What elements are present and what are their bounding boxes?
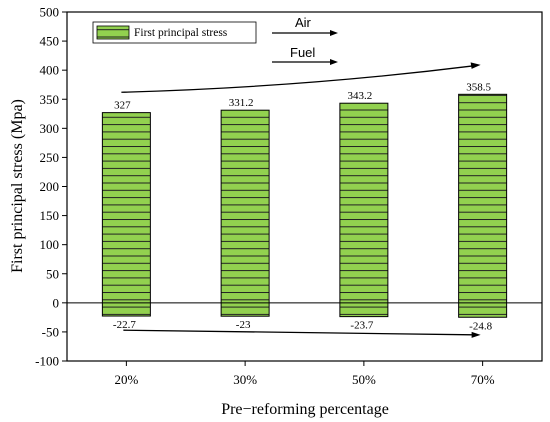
x-tick-label: 70% [471, 372, 495, 387]
fuel-arrow-head [330, 59, 338, 65]
bar-value-label: 331.2 [229, 97, 254, 109]
bar-negative-label: -23 [236, 319, 251, 331]
y-tick-label: 200 [40, 179, 60, 194]
trend-arrows [121, 62, 481, 338]
legend-label: First principal stress [134, 27, 228, 39]
bar-negative-label: -22.7 [113, 319, 136, 331]
bar-value-label: 327 [114, 100, 131, 112]
y-tick-label: 300 [40, 121, 60, 136]
x-tick-label: 30% [233, 372, 257, 387]
y-tick-label: -100 [35, 354, 59, 369]
upper-trend-arrow [121, 65, 473, 93]
y-tick-label: 250 [40, 150, 60, 165]
legend-box [92, 21, 257, 44]
air-annotation: Air [272, 15, 338, 36]
y-tick-label: -50 [42, 324, 59, 339]
upper-trend-arrow-head [470, 62, 481, 69]
fuel-annotation: Fuel [272, 45, 338, 65]
bar-negative-label: -24.8 [469, 320, 492, 332]
bar [339, 102, 389, 318]
bar-value-label: 358.5 [466, 81, 491, 93]
y-tick-label: 450 [40, 34, 60, 49]
y-tick-label: 150 [40, 208, 60, 223]
air-label: Air [295, 15, 312, 30]
y-tick-label: 400 [40, 63, 60, 78]
bar-value-label: 343.2 [348, 90, 373, 102]
legend-swatch [96, 25, 130, 40]
lower-trend-arrow [123, 329, 473, 336]
bar [220, 109, 270, 317]
fuel-label: Fuel [290, 45, 315, 60]
bar [101, 112, 151, 317]
legend: First principal stress [92, 21, 257, 44]
y-tick-label: 0 [53, 295, 60, 310]
x-tick-label: 50% [352, 372, 376, 387]
x-tick-label: 20% [114, 372, 138, 387]
x-axis: 20% 30% 50% 70% [114, 361, 495, 387]
y-tick-label: 100 [40, 237, 60, 252]
x-axis-title: Pre−reforming percentage [221, 401, 389, 418]
air-arrow-head [330, 30, 338, 36]
y-tick-label: 350 [40, 92, 60, 107]
bar [458, 93, 508, 318]
bars-group: 327 -22.7 331.2 -23 343.2 -23.7 358.5 -24.8 [101, 81, 508, 332]
y-axis-title: First principal stress (Mpa) [9, 99, 26, 273]
lower-trend-arrow-head [471, 331, 481, 338]
bar-negative-label: -23.7 [350, 320, 373, 332]
y-tick-label: 500 [40, 5, 60, 20]
y-tick-label: 50 [46, 266, 59, 281]
